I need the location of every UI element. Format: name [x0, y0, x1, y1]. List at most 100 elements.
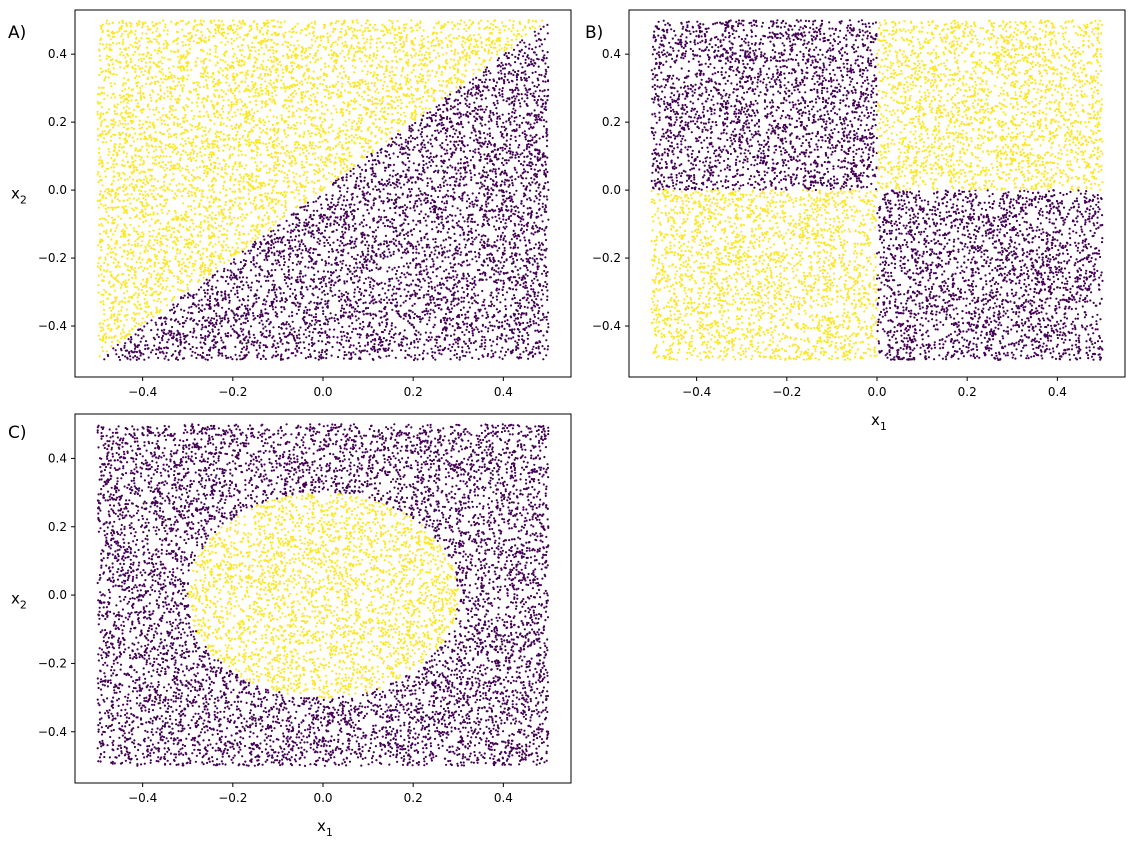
point-yellow: [191, 124, 194, 127]
point-purple: [340, 298, 343, 301]
point-purple: [484, 338, 487, 342]
point-purple: [288, 277, 291, 280]
point-purple: [258, 346, 261, 349]
point-yellow: [177, 239, 180, 242]
point-purple: [205, 353, 209, 357]
point-yellow: [373, 71, 376, 74]
point-purple: [363, 234, 366, 237]
point-purple: [490, 349, 493, 352]
point-yellow: [145, 142, 148, 145]
point-yellow: [340, 36, 343, 39]
point-yellow: [190, 158, 193, 161]
point-yellow: [163, 97, 166, 100]
point-yellow: [215, 130, 218, 133]
point-purple: [329, 224, 332, 227]
point-yellow: [140, 179, 143, 182]
point-yellow: [309, 94, 312, 97]
point-purple: [381, 321, 384, 324]
point-yellow: [338, 127, 341, 130]
point-purple: [445, 319, 449, 322]
point-yellow: [162, 269, 165, 273]
point-purple: [460, 313, 463, 317]
point-yellow: [209, 151, 212, 154]
point-yellow: [127, 35, 130, 39]
point-purple: [197, 307, 201, 310]
point-yellow: [269, 109, 272, 112]
point-yellow: [324, 161, 327, 164]
point-yellow: [308, 163, 311, 166]
point-purple: [493, 315, 496, 318]
point-yellow: [355, 19, 358, 22]
point-purple: [184, 319, 187, 322]
point-purple: [435, 164, 438, 167]
point-purple: [221, 317, 224, 320]
point-purple: [462, 291, 465, 294]
point-purple: [271, 356, 274, 359]
point-purple: [541, 293, 545, 296]
point-yellow: [411, 114, 414, 117]
point-purple: [266, 258, 269, 262]
point-yellow: [119, 319, 122, 322]
point-yellow: [217, 254, 220, 257]
point-purple: [254, 317, 257, 320]
point-purple: [302, 333, 305, 336]
point-yellow: [195, 243, 198, 246]
point-yellow: [300, 66, 303, 69]
point-yellow: [136, 138, 139, 141]
point-purple: [244, 321, 247, 324]
point-purple: [154, 352, 158, 356]
point-purple: [211, 285, 214, 288]
point-purple: [272, 279, 275, 282]
point-yellow: [480, 19, 483, 22]
point-yellow: [190, 194, 193, 197]
point-yellow: [355, 36, 359, 40]
point-yellow: [213, 93, 216, 96]
point-yellow: [256, 110, 259, 113]
point-purple: [301, 297, 304, 300]
point-purple: [447, 272, 451, 275]
point-yellow: [99, 42, 102, 45]
point-yellow: [119, 66, 122, 69]
point-yellow: [133, 285, 136, 289]
point-purple: [419, 133, 422, 136]
point-yellow: [367, 29, 370, 33]
point-yellow: [214, 64, 217, 67]
point-yellow: [492, 46, 495, 49]
point-purple: [540, 272, 544, 275]
point-purple: [448, 177, 451, 180]
point-yellow: [178, 94, 181, 97]
point-yellow: [109, 82, 112, 85]
point-purple: [471, 192, 474, 195]
point-yellow: [227, 208, 230, 211]
point-purple: [543, 229, 546, 232]
point-yellow: [167, 67, 170, 70]
point-purple: [446, 183, 449, 186]
point-yellow: [96, 110, 99, 113]
point-purple: [434, 189, 437, 192]
point-yellow: [145, 61, 148, 64]
point-purple: [484, 345, 487, 348]
point-purple: [364, 168, 367, 172]
point-purple: [514, 178, 517, 181]
point-purple: [534, 90, 537, 93]
point-purple: [417, 243, 421, 246]
point-yellow: [105, 22, 108, 25]
point-yellow: [273, 130, 276, 133]
point-yellow: [201, 126, 204, 129]
point-yellow: [454, 48, 457, 51]
point-purple: [182, 325, 185, 328]
point-purple: [528, 197, 531, 200]
point-purple: [294, 304, 297, 307]
point-purple: [525, 147, 528, 150]
point-yellow: [200, 60, 203, 63]
point-purple: [373, 298, 376, 301]
point-yellow: [290, 98, 293, 101]
point-yellow: [137, 23, 140, 26]
point-purple: [528, 189, 532, 192]
point-purple: [471, 356, 474, 359]
point-yellow: [457, 28, 460, 31]
point-yellow: [191, 101, 194, 104]
point-yellow: [380, 29, 383, 32]
point-purple: [191, 335, 194, 338]
point-yellow: [159, 84, 162, 88]
